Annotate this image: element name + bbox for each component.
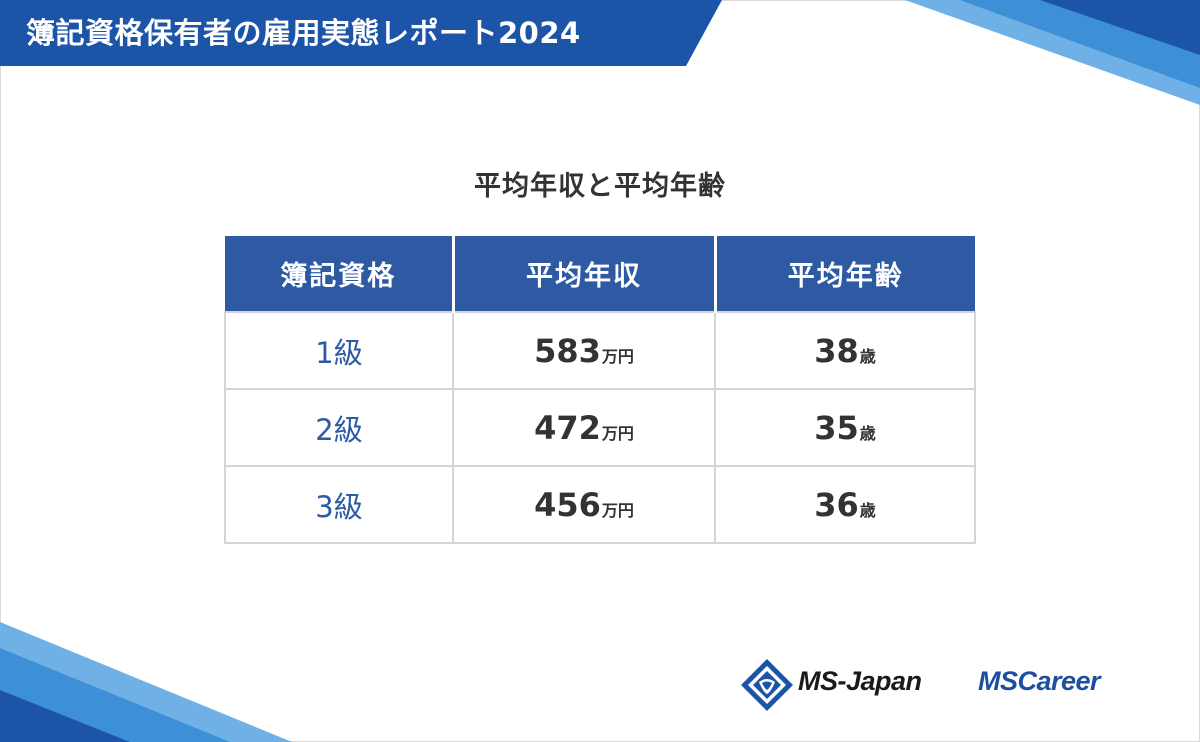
column-header-age: 平均年齢 xyxy=(713,236,975,312)
table-title: 平均年収と平均年齢 xyxy=(474,171,726,202)
income-unit: 万円 xyxy=(601,346,634,366)
grade-label: 3級 xyxy=(315,489,363,524)
report-title: 簿記資格保有者の雇用実態レポート2024 xyxy=(26,16,581,50)
grade-label: 2級 xyxy=(315,412,363,447)
title-banner xyxy=(0,0,722,66)
age-unit: 歳 xyxy=(859,423,876,443)
income-value: 472 xyxy=(534,408,601,447)
table-row: 1級 583万円 38歳 xyxy=(224,311,976,390)
age-unit: 歳 xyxy=(859,346,876,366)
age-unit: 歳 xyxy=(859,500,876,520)
grade-label: 1級 xyxy=(315,335,363,370)
income-unit: 万円 xyxy=(601,423,634,443)
ms-japan-logo-text: MS-Japan xyxy=(798,666,922,696)
age-cell: 36歳 xyxy=(714,465,976,544)
column-header-income: 平均年収 xyxy=(451,236,715,312)
age-value: 36 xyxy=(814,485,859,524)
grade-cell: 2級 xyxy=(224,388,454,467)
income-cell: 472万円 xyxy=(452,388,716,467)
bottom-left-stripe-dark xyxy=(0,690,130,742)
table-row: 3級 456万円 36歳 xyxy=(224,465,976,544)
ms-japan-logo-icon xyxy=(741,659,793,711)
income-unit: 万円 xyxy=(601,500,634,520)
grade-cell: 1級 xyxy=(224,311,454,390)
top-right-stripe-dark xyxy=(1040,0,1200,55)
age-cell: 38歳 xyxy=(714,311,976,390)
age-cell: 35歳 xyxy=(714,388,976,467)
column-header-grade: 簿記資格 xyxy=(225,236,453,312)
age-value: 35 xyxy=(814,408,859,447)
table-header-row: 簿記資格 平均年収 平均年齢 xyxy=(225,236,975,312)
grade-cell: 3級 xyxy=(224,465,454,544)
income-age-table: 簿記資格 平均年収 平均年齢 1級 583万円 38歳 2級 472万円 35歳… xyxy=(224,236,976,544)
income-value: 456 xyxy=(534,485,601,524)
table-row: 2級 472万円 35歳 xyxy=(224,388,976,467)
income-value: 583 xyxy=(534,331,601,370)
income-cell: 583万円 xyxy=(452,311,716,390)
age-value: 38 xyxy=(814,331,859,370)
income-cell: 456万円 xyxy=(452,465,716,544)
ms-career-logo-text: MSCareer xyxy=(978,666,1101,696)
